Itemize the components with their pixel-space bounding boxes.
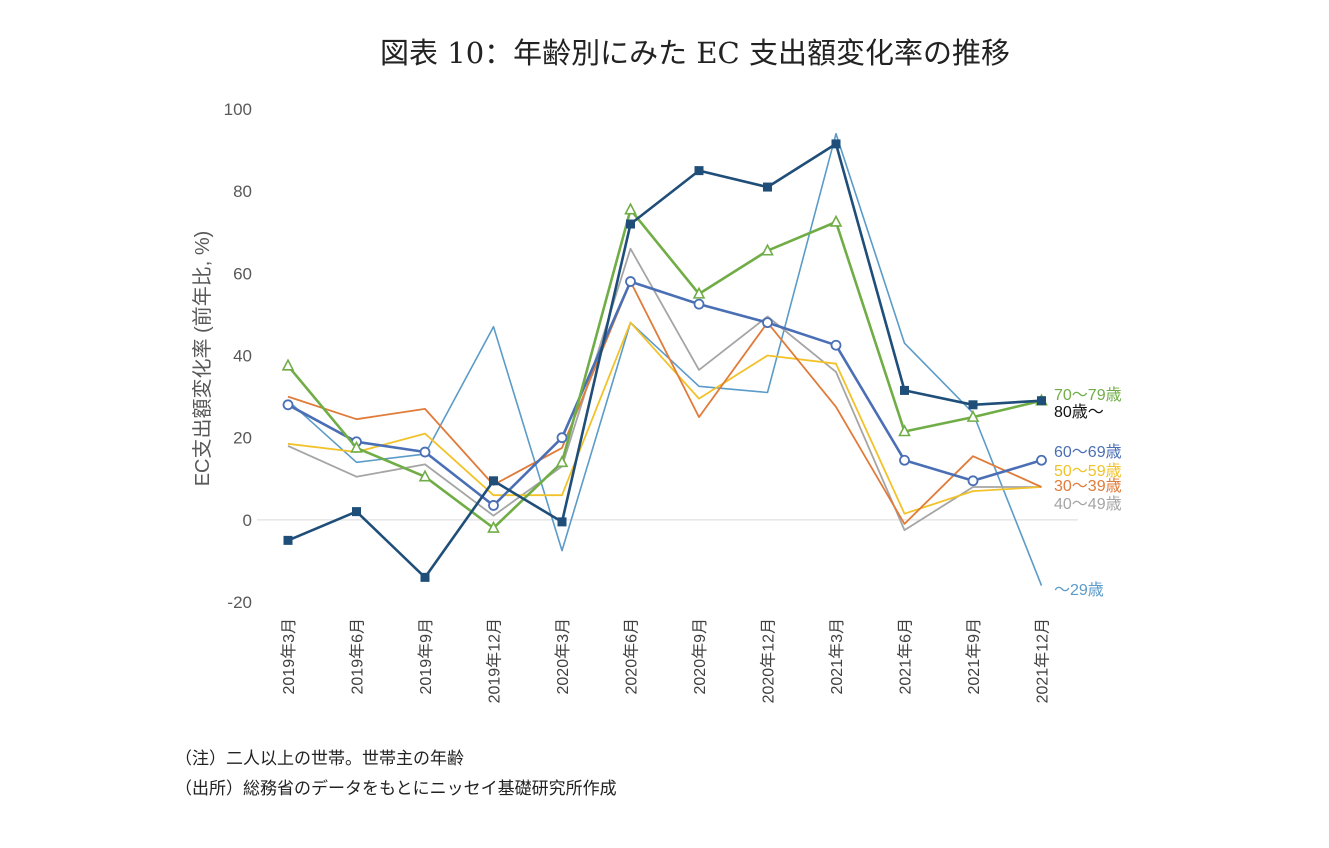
x-tick-label: 2020年12月 — [760, 618, 778, 703]
series-line — [287, 280, 1042, 525]
data-point — [1037, 396, 1046, 406]
y-tick-label: 0 — [243, 511, 252, 530]
x-tick-label: 2020年9月 — [691, 618, 709, 695]
x-tick-label: 2019年9月 — [417, 618, 435, 695]
series-line — [287, 247, 1042, 531]
data-point — [830, 339, 842, 351]
series-line — [287, 142, 1042, 579]
data-point — [693, 298, 705, 310]
data-point — [899, 454, 910, 466]
series-label: 80歳〜 — [1054, 403, 1104, 421]
series-label: 60〜69歳 — [1054, 443, 1122, 461]
x-tick-label: 2019年6月 — [349, 618, 367, 695]
data-point — [694, 166, 704, 176]
y-axis-label: EC支出額変化率 (前年比, %) — [191, 231, 214, 487]
data-point — [487, 520, 500, 533]
y-tick-label: 20 — [233, 429, 252, 448]
data-point — [900, 385, 909, 395]
data-point — [488, 500, 499, 511]
y-tick-label: 60 — [233, 264, 252, 283]
series-label: 50〜59歳 — [1054, 462, 1122, 480]
data-point — [898, 424, 911, 437]
y-tick-label: 100 — [224, 100, 252, 119]
data-point — [557, 517, 567, 527]
data-point — [967, 475, 979, 487]
data-point — [352, 507, 361, 517]
data-point — [489, 476, 498, 486]
x-tick-label: 2019年3月 — [280, 618, 298, 695]
series-line — [287, 321, 1042, 515]
series-line — [287, 208, 1042, 530]
series-line — [287, 132, 1043, 586]
x-tick-label: 2021年9月 — [965, 618, 983, 695]
series-label: 40〜49歳 — [1054, 495, 1122, 513]
data-point — [420, 572, 430, 582]
series-label: 30〜39歳 — [1054, 477, 1122, 495]
y-tick-label: 40 — [233, 347, 252, 366]
data-point — [625, 276, 636, 287]
series-label: 〜29歳 — [1054, 581, 1104, 599]
data-point — [763, 182, 772, 192]
series-label: 70〜79歳 — [1054, 386, 1122, 404]
data-point — [555, 455, 569, 468]
x-tick-label: 2020年3月 — [554, 618, 572, 695]
data-point — [1036, 454, 1047, 466]
data-point — [281, 358, 295, 371]
chart-source: （出所）総務省のデータをもとにニッセイ基礎研究所作成 — [175, 779, 617, 799]
data-point — [968, 400, 978, 410]
data-point — [762, 317, 773, 329]
data-point — [282, 399, 294, 411]
y-tick-label: 80 — [233, 182, 252, 201]
data-point — [350, 440, 363, 453]
data-point — [556, 432, 568, 444]
data-point — [761, 243, 774, 256]
chart-note: （注）二人以上の世帯。世帯主の年齢 — [175, 749, 464, 769]
x-tick-label: 2020年6月 — [623, 618, 641, 695]
data-point — [692, 286, 706, 299]
data-point — [418, 469, 432, 482]
series-line — [287, 280, 1042, 507]
y-tick-label: -20 — [227, 593, 252, 612]
chart-title: 図表 10：年齢別にみた EC 支出額変化率の推移 — [380, 36, 1010, 70]
data-point — [283, 535, 293, 545]
x-tick-label: 2019年12月 — [486, 618, 504, 703]
data-point — [966, 409, 980, 422]
data-point — [831, 139, 841, 149]
x-tick-label: 2021年6月 — [897, 618, 915, 695]
data-point — [419, 446, 431, 458]
data-point — [626, 219, 635, 229]
data-point — [829, 214, 843, 227]
data-point — [624, 202, 637, 215]
x-tick-label: 2021年3月 — [828, 618, 846, 695]
x-tick-label: 2021年12月 — [1034, 618, 1052, 703]
